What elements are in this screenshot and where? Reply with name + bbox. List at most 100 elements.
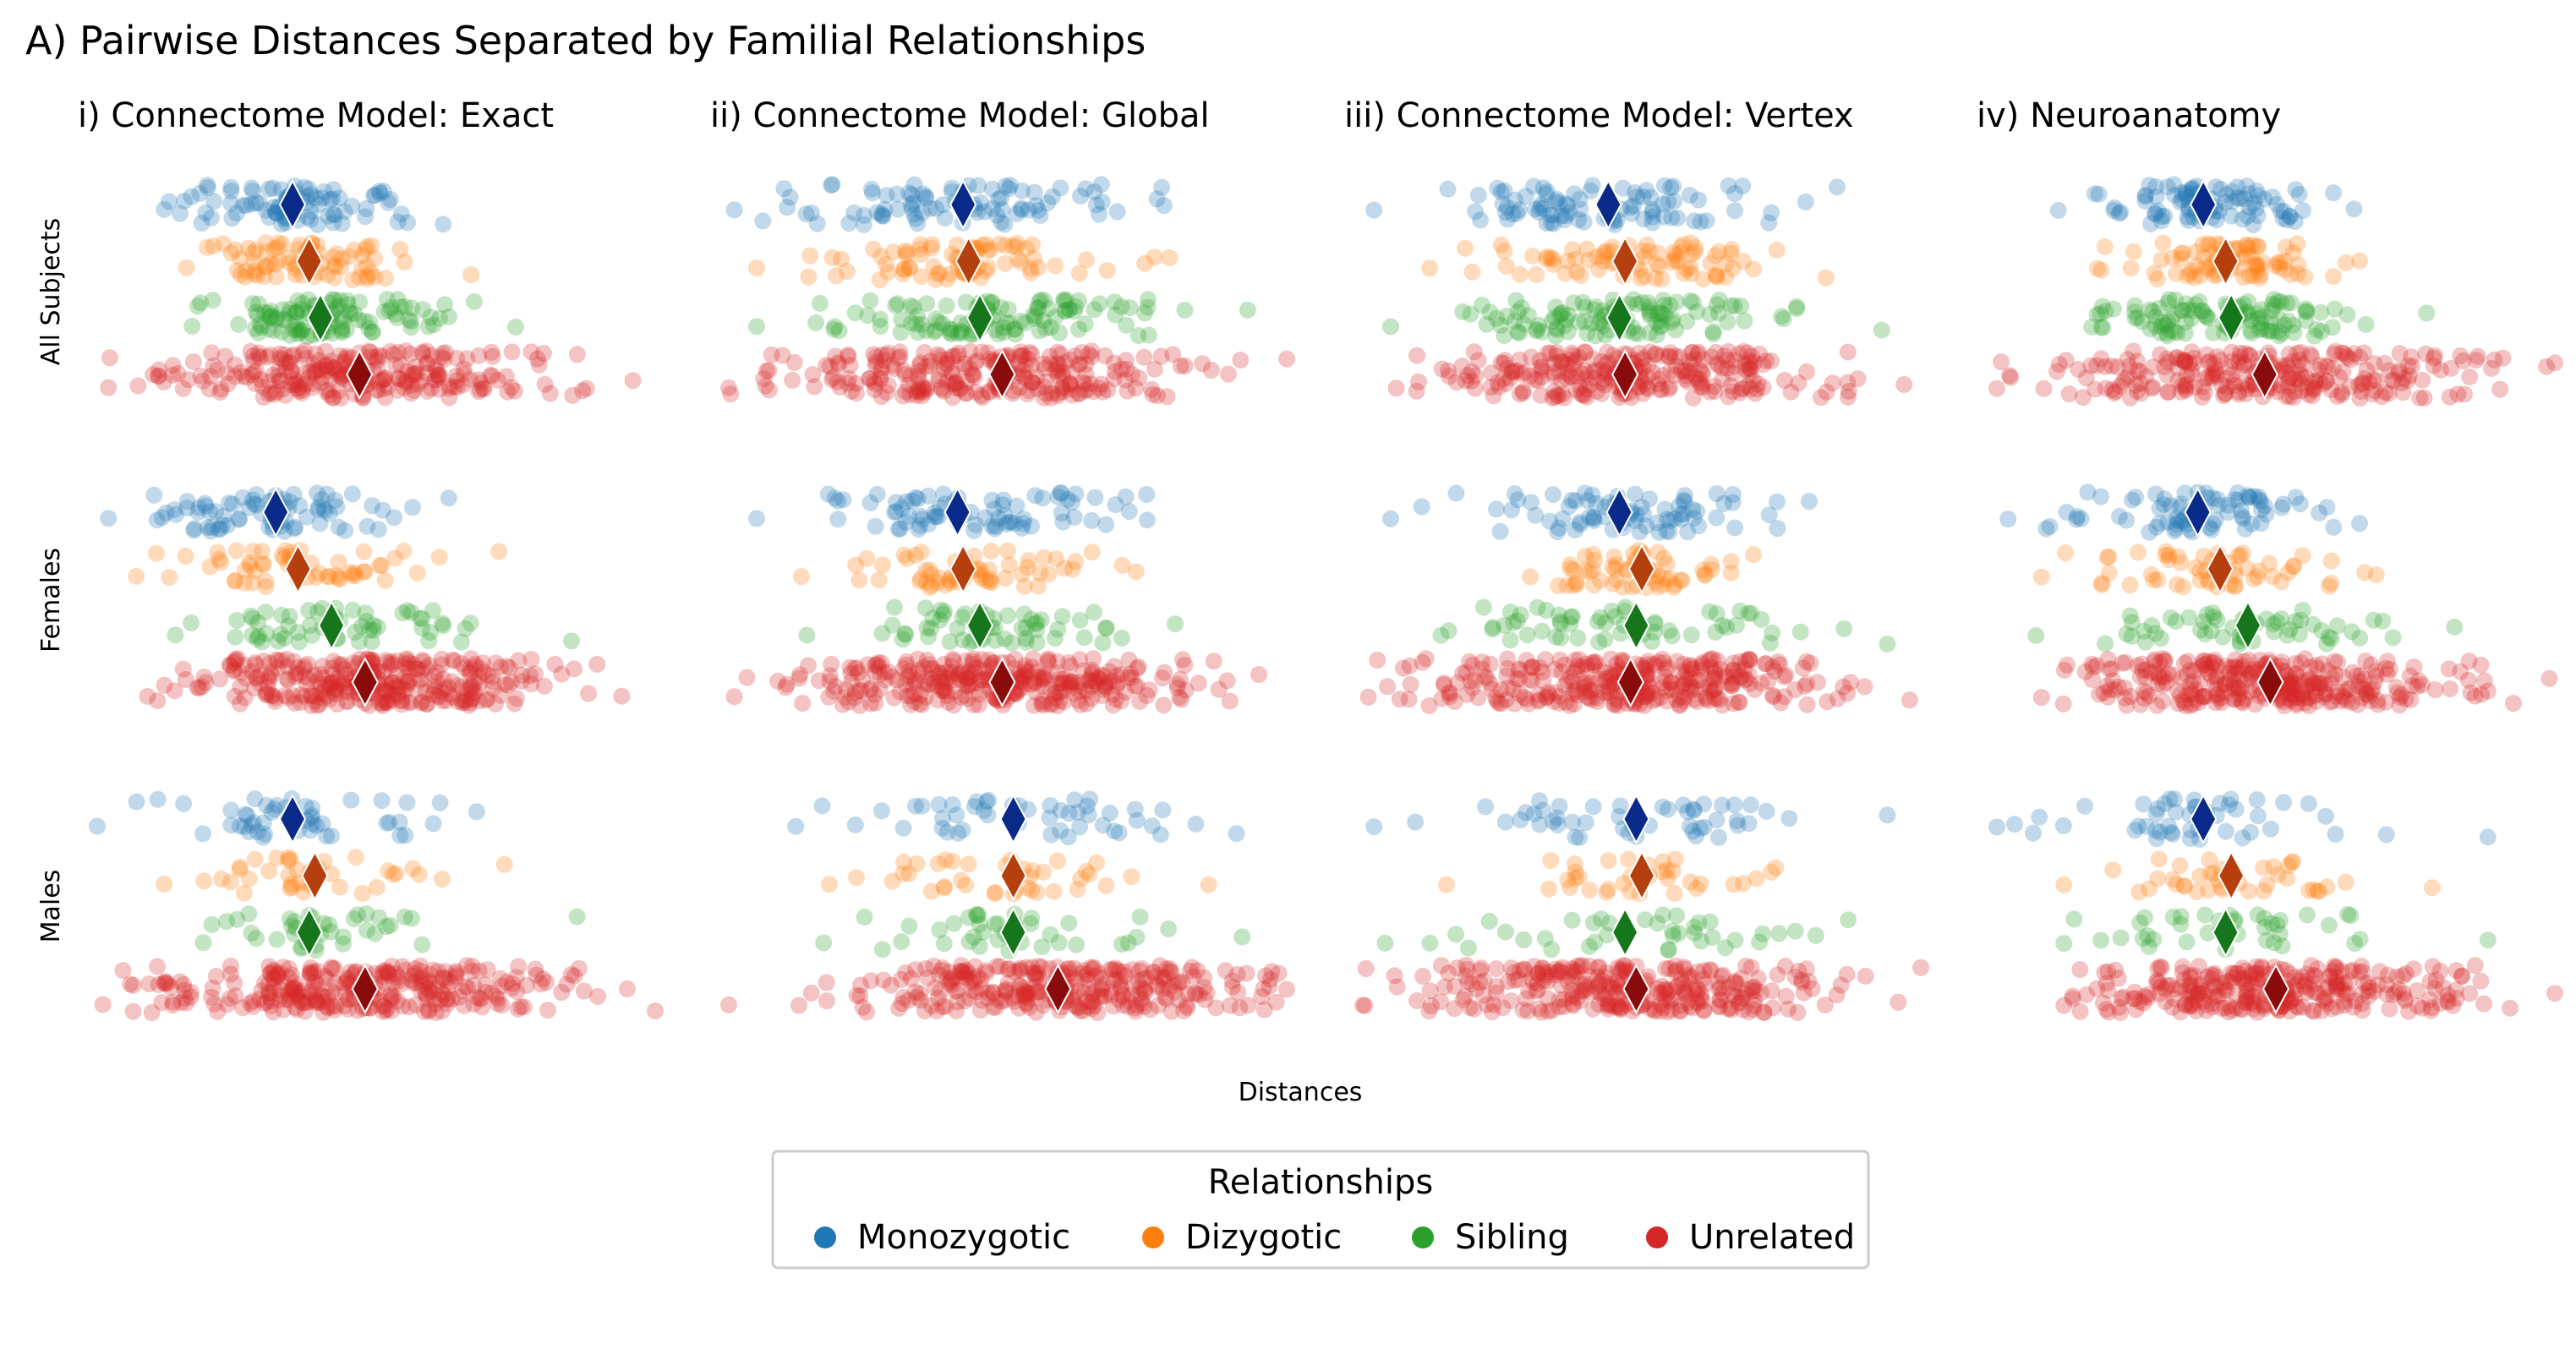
point-dizygotic	[1123, 868, 1140, 886]
point-dizygotic	[977, 262, 995, 280]
point-monozygotic	[320, 207, 337, 225]
point-unrelated	[1118, 382, 1136, 400]
point-unrelated	[455, 360, 473, 378]
point-unrelated	[2472, 656, 2490, 674]
point-dizygotic	[1098, 262, 1116, 279]
point-dizygotic	[922, 882, 940, 900]
point-unrelated	[276, 346, 293, 363]
point-monozygotic	[872, 802, 890, 820]
point-unrelated	[375, 380, 393, 397]
point-unrelated	[899, 687, 916, 705]
point-unrelated	[149, 958, 167, 975]
point-monozygotic	[1027, 197, 1045, 215]
point-monozygotic	[1642, 188, 1660, 206]
mean-marker-sibling	[965, 292, 994, 344]
point-dizygotic	[2146, 265, 2163, 282]
point-dizygotic	[357, 241, 375, 259]
point-monozygotic	[321, 191, 339, 209]
point-unrelated	[427, 995, 445, 1013]
point-sibling	[287, 303, 305, 320]
point-monozygotic	[1020, 201, 1037, 219]
point-monozygotic	[1662, 179, 1680, 196]
point-unrelated	[325, 360, 343, 378]
point-unrelated	[216, 347, 234, 365]
point-unrelated	[2101, 660, 2118, 678]
point-unrelated	[1988, 380, 2005, 397]
panel-title-col-2: ii) Connectome Model: Global	[710, 96, 1210, 135]
point-monozygotic	[260, 209, 278, 226]
point-sibling	[2446, 618, 2464, 636]
point-unrelated	[1732, 669, 1750, 686]
point-sibling	[1704, 323, 1722, 341]
point-dizygotic	[982, 240, 999, 258]
point-unrelated	[463, 962, 481, 980]
point-dizygotic	[332, 258, 350, 276]
point-dizygotic	[353, 260, 371, 277]
point-monozygotic	[1025, 183, 1043, 201]
point-dizygotic	[396, 253, 413, 270]
point-sibling	[333, 320, 351, 337]
point-unrelated	[433, 348, 451, 366]
point-dizygotic	[896, 242, 914, 259]
point-sibling	[918, 295, 936, 313]
point-dizygotic	[341, 248, 358, 265]
point-unrelated	[1232, 352, 1250, 369]
point-dizygotic	[128, 567, 145, 585]
point-monozygotic	[1015, 515, 1032, 533]
point-sibling	[413, 936, 431, 953]
point-monozygotic	[1365, 201, 1383, 219]
point-monozygotic	[160, 193, 178, 210]
point-monozygotic	[863, 180, 880, 198]
point-unrelated	[1578, 659, 1596, 676]
point-unrelated	[1726, 351, 1743, 369]
point-dizygotic	[1584, 561, 1602, 579]
point-unrelated	[2054, 695, 2072, 713]
point-dizygotic	[2229, 547, 2247, 565]
point-unrelated	[300, 369, 318, 387]
point-unrelated	[244, 352, 262, 370]
point-sibling	[1012, 312, 1030, 330]
point-unrelated	[1605, 696, 1623, 713]
point-monozygotic	[1508, 205, 1526, 222]
point-dizygotic	[1768, 241, 1786, 259]
point-monozygotic	[268, 205, 286, 222]
point-sibling	[2265, 615, 2282, 633]
point-sibling	[2262, 313, 2280, 330]
point-sibling	[1509, 303, 1527, 320]
point-sibling	[192, 294, 210, 312]
point-sibling	[324, 291, 342, 309]
point-dizygotic	[1522, 568, 1539, 586]
point-unrelated	[1034, 355, 1052, 373]
point-monozygotic	[365, 187, 383, 205]
point-sibling	[268, 931, 286, 948]
point-sibling	[1106, 293, 1124, 311]
point-sibling	[563, 632, 580, 650]
point-unrelated	[2483, 359, 2501, 377]
point-unrelated	[164, 366, 182, 384]
point-unrelated	[2229, 664, 2247, 681]
point-unrelated	[1646, 346, 1664, 363]
point-unrelated	[2048, 363, 2065, 380]
point-monozygotic	[1108, 203, 1126, 221]
point-monozygotic	[1054, 513, 1072, 531]
point-sibling	[1036, 320, 1054, 337]
point-dizygotic	[979, 259, 997, 276]
point-unrelated	[286, 375, 304, 393]
point-dizygotic	[943, 245, 960, 263]
point-sibling	[285, 320, 303, 338]
point-unrelated	[894, 387, 912, 405]
point-sibling	[1485, 619, 1502, 636]
point-monozygotic	[1138, 486, 1156, 503]
point-monozygotic	[1031, 206, 1049, 224]
point-unrelated	[720, 996, 737, 1013]
point-sibling	[507, 318, 524, 336]
point-unrelated	[1467, 367, 1484, 385]
point-unrelated	[484, 680, 501, 697]
point-sibling	[1026, 615, 1044, 633]
point-monozygotic	[1669, 209, 1687, 227]
point-sibling	[298, 327, 316, 345]
point-unrelated	[294, 365, 312, 383]
point-dizygotic	[343, 566, 361, 584]
point-sibling	[287, 314, 304, 331]
point-monozygotic	[1052, 179, 1069, 197]
